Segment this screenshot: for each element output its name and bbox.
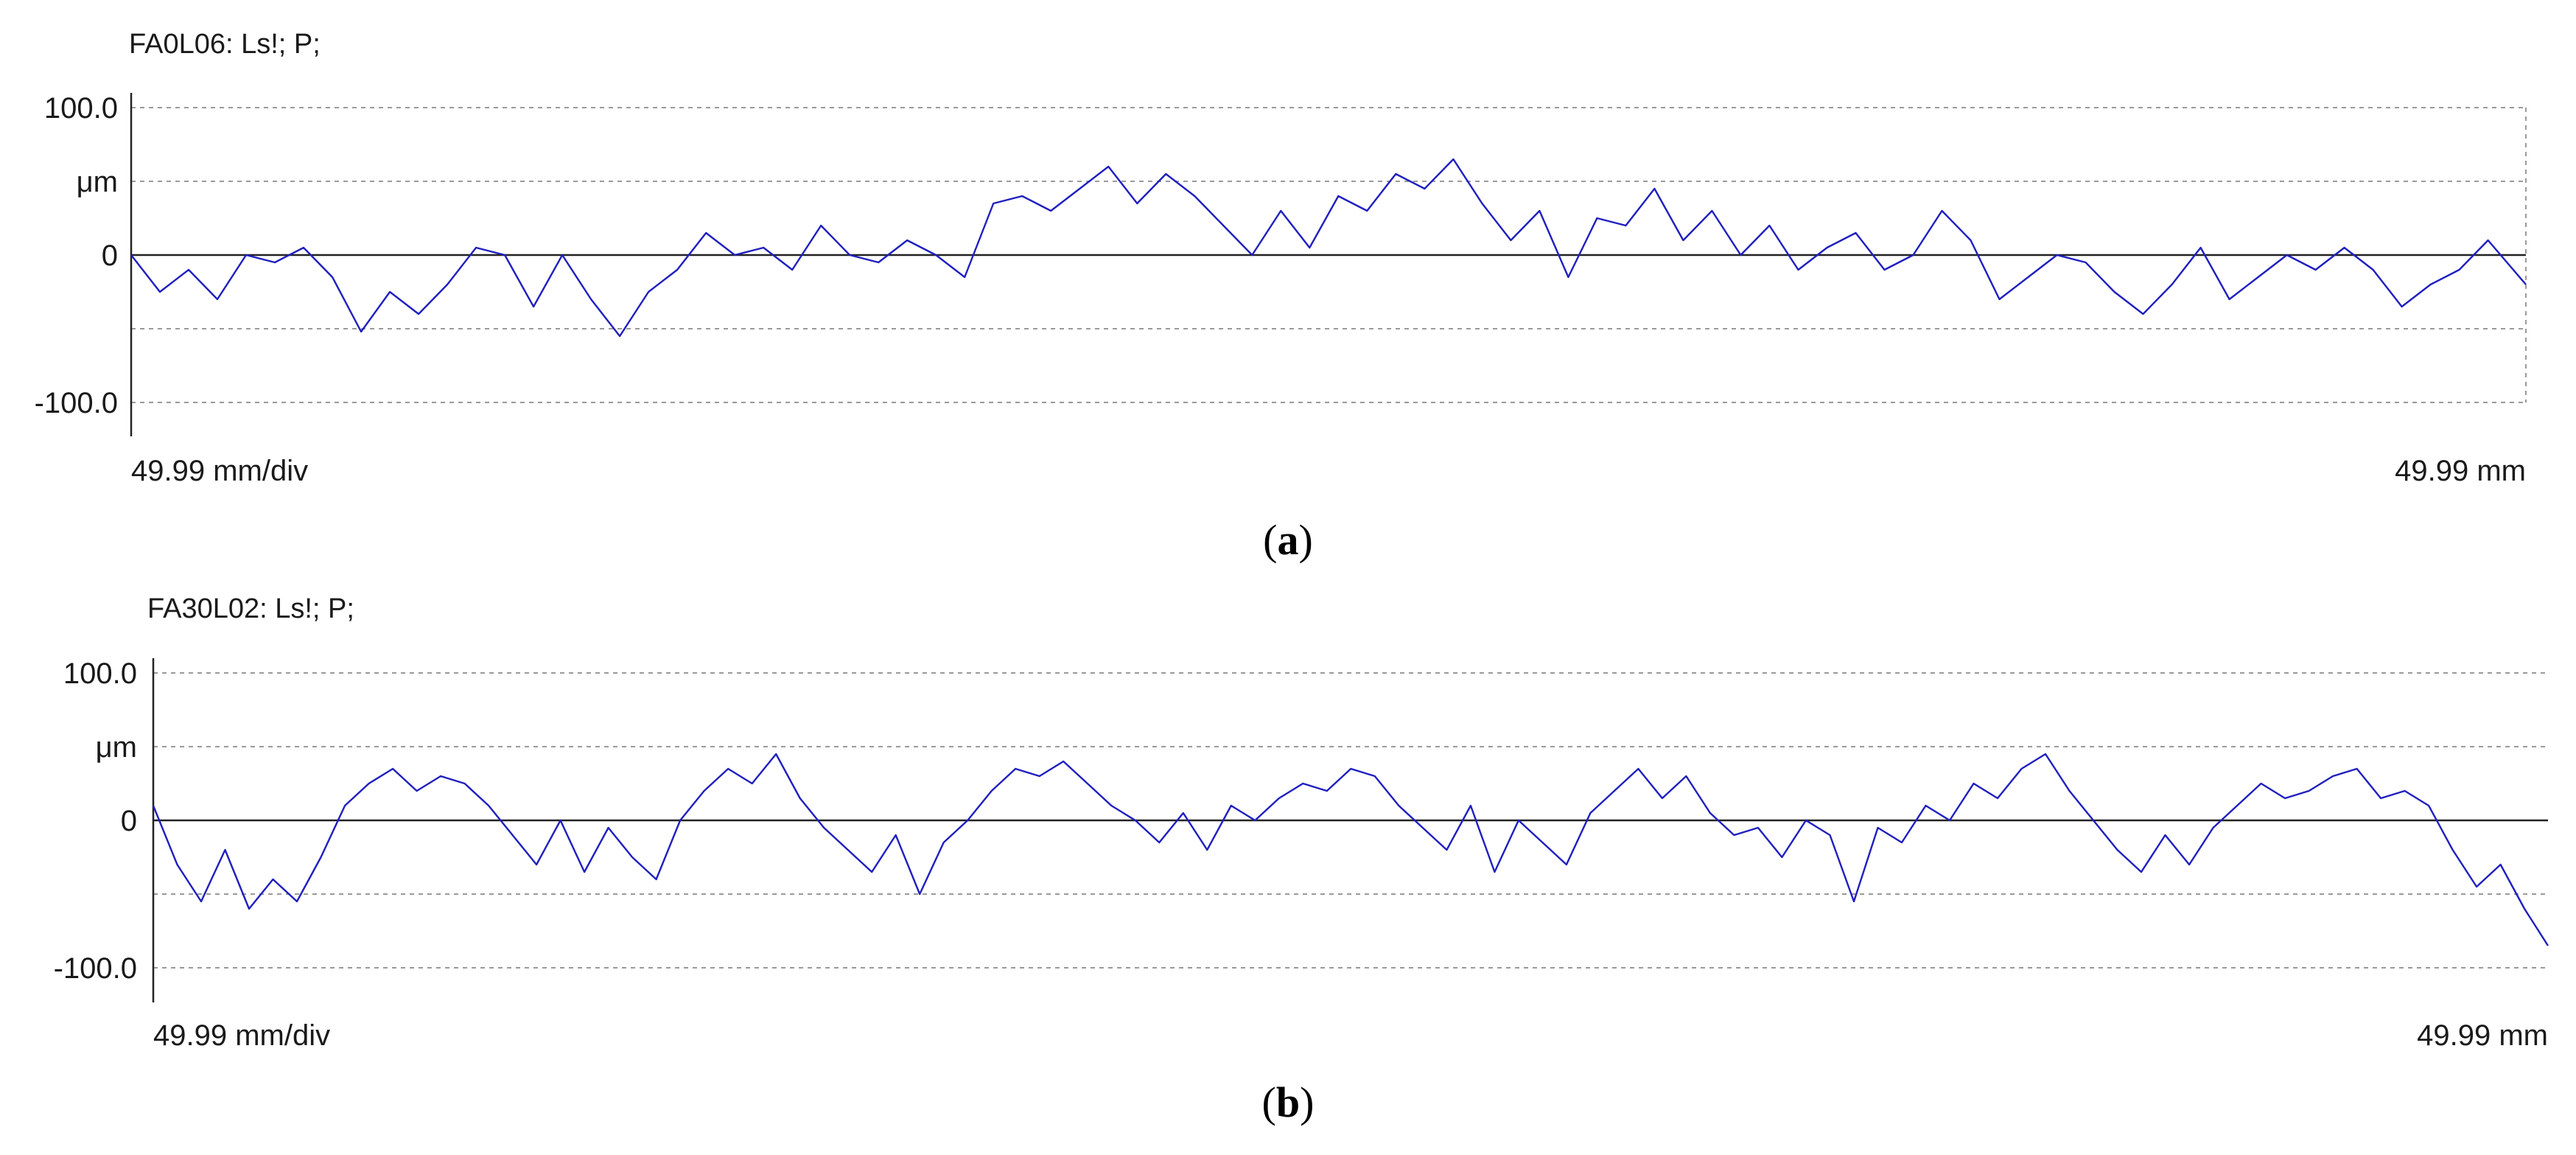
chart-title-b: FA30L02: Ls!; P; bbox=[147, 593, 354, 624]
grid-b bbox=[153, 672, 2548, 969]
chart-panel-b: FA30L02: Ls!; P; 100.0 μm 0 -100.0 49.99… bbox=[54, 593, 2549, 1052]
x-left-label-b: 49.99 mm/div bbox=[153, 1019, 330, 1052]
y-tick-b-0: 100.0 bbox=[63, 657, 137, 690]
caption-a: (a) bbox=[1263, 516, 1313, 564]
chart-title-a: FA0L06: Ls!; P; bbox=[129, 29, 321, 60]
y-tick-b-3: -100.0 bbox=[54, 952, 137, 985]
grid-a bbox=[131, 107, 2527, 403]
x-left-label-a: 49.99 mm/div bbox=[131, 455, 308, 487]
y-tick-a-3: -100.0 bbox=[35, 387, 118, 419]
x-right-label-a: 49.99 mm bbox=[2395, 455, 2526, 487]
profile-line-a bbox=[130, 158, 2527, 338]
caption-b: (b) bbox=[1262, 1078, 1315, 1126]
y-tick-a-1: μm bbox=[77, 166, 118, 198]
x-right-label-b: 49.99 mm bbox=[2417, 1019, 2548, 1052]
profile-line-b bbox=[152, 753, 2549, 946]
chart-panel-a: FA0L06: Ls!; P; 100.0 μm 0 -100.0 49.99 … bbox=[35, 29, 2527, 487]
y-tick-b-2: 0 bbox=[121, 805, 137, 837]
y-tick-b-1: μm bbox=[96, 731, 137, 764]
y-tick-a-2: 0 bbox=[102, 240, 118, 272]
y-tick-a-0: 100.0 bbox=[44, 92, 118, 125]
